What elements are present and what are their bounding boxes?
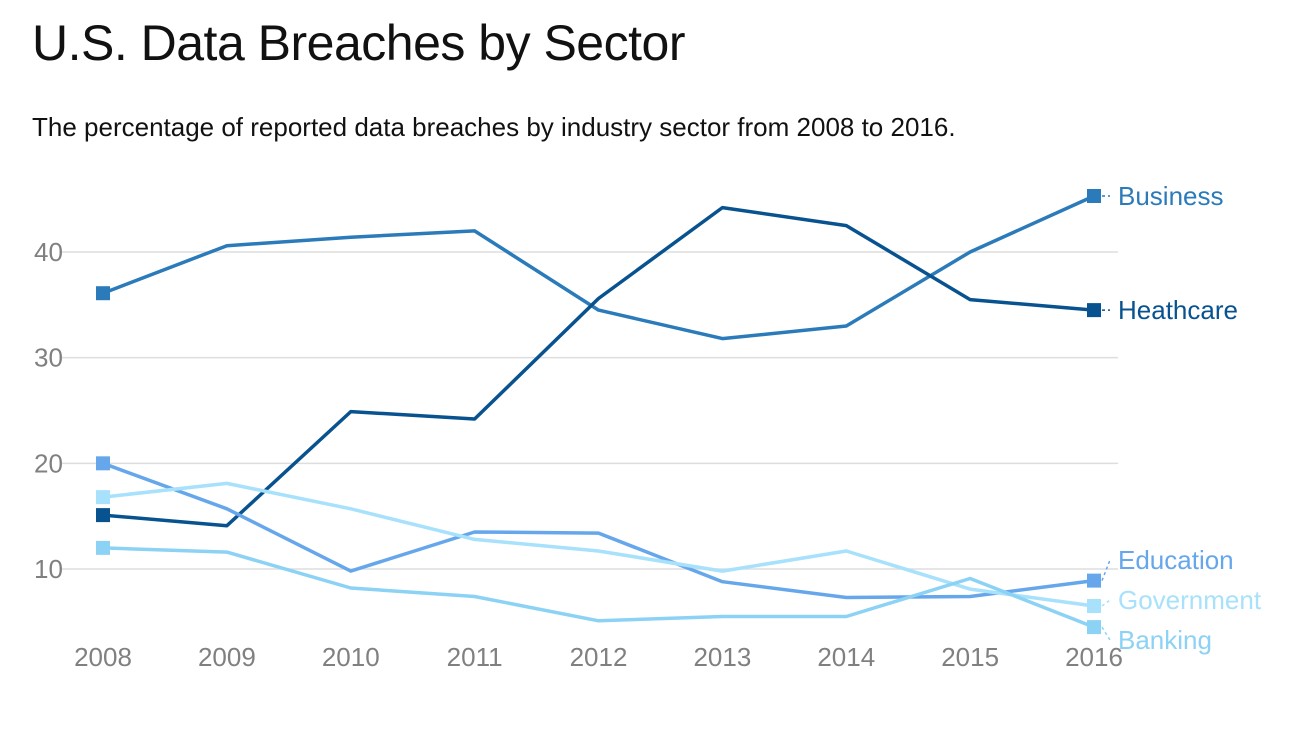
series-label-business: Business (1118, 181, 1224, 211)
series-marker-education-start (96, 456, 110, 471)
series-line-banking (101, 546, 1096, 629)
y-tick-label: 30 (34, 343, 63, 373)
series-line-education (101, 461, 1096, 600)
label-connector-banking (1101, 626, 1111, 641)
series-labels: Business Heathcare Education Government Bank… (1101, 181, 1262, 655)
series-marker-banking-end (1087, 620, 1101, 635)
series-marker-business-start (96, 286, 110, 301)
series-marker-government-start (96, 490, 110, 505)
series-line-government (101, 481, 1096, 608)
series-marker-business-end (1087, 188, 1101, 203)
x-tick-label: 2010 (322, 642, 380, 672)
gridlines (62, 251, 1118, 570)
x-tick-label: 2013 (693, 642, 751, 672)
series-marker-banking-start (96, 540, 110, 555)
axis-labels: 10 20 30 40 2008 2009 2010 2011 2012 2013 2014 2015… (34, 237, 1123, 672)
series-label-government: Government (1118, 585, 1262, 615)
series-label-banking: Banking (1118, 625, 1212, 655)
chart-title: U.S. Data Breaches by Sector (32, 15, 685, 71)
x-tick-label: 2009 (198, 642, 256, 672)
label-connector-government (1101, 599, 1111, 607)
series-marker-heathcare-start (96, 508, 110, 523)
series-line-heathcare (101, 205, 1096, 528)
x-tick-label: 2011 (447, 642, 503, 672)
x-tick-label: 2014 (817, 642, 875, 672)
series-lines (96, 188, 1101, 635)
x-tick-label: 2015 (941, 642, 999, 672)
label-connector-education (1101, 559, 1111, 581)
x-tick-label: 2008 (74, 642, 132, 672)
series-line-business (101, 194, 1096, 341)
series-label-education: Education (1118, 545, 1234, 575)
chart-subtitle: The percentage of reported data breaches… (32, 112, 956, 142)
y-tick-label: 10 (34, 554, 63, 584)
x-tick-label: 2012 (570, 642, 628, 672)
y-tick-label: 20 (34, 448, 63, 478)
series-marker-education-end (1087, 573, 1101, 588)
series-marker-heathcare-end (1087, 303, 1101, 318)
y-tick-label: 40 (34, 237, 63, 267)
series-marker-government-end (1087, 598, 1101, 613)
series-label-heathcare: Heathcare (1118, 295, 1238, 325)
x-tick-label: 2016 (1065, 642, 1123, 672)
